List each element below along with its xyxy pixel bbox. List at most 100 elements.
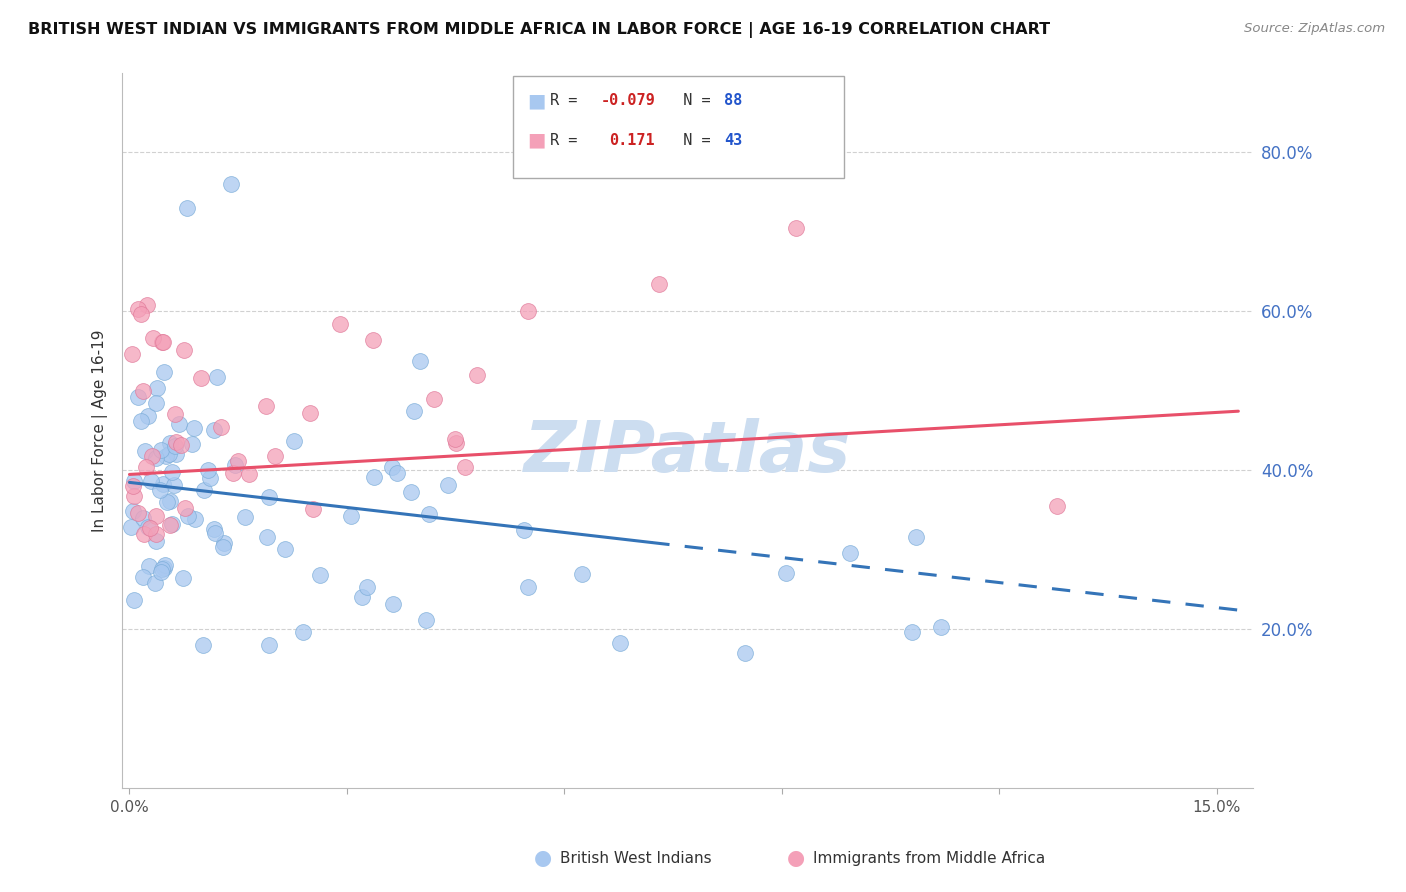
Point [257,490,280,504]
Point [184,512,207,526]
Point [165,447,187,461]
Point [901,625,924,640]
Point [159,493,181,508]
Point [145,451,167,466]
Point [163,407,186,421]
Point [127,301,149,316]
Point [467,368,489,382]
Point [423,392,446,406]
Point [222,467,245,481]
Point [382,597,405,611]
Point [212,540,235,554]
Point [150,562,173,576]
Point [418,508,440,522]
Point [404,404,426,418]
Point [132,570,155,584]
Point [204,424,226,438]
Point [219,178,242,192]
Point [209,419,232,434]
Point [839,546,862,560]
Point [165,439,187,453]
Point [149,565,172,579]
Point [138,559,160,574]
Point [134,444,156,458]
Point [224,458,246,473]
Text: 88: 88 [724,94,742,108]
Point [356,580,378,594]
Point [302,502,325,516]
Point [135,297,157,311]
Point [150,443,173,458]
Point [163,478,186,492]
Point [190,370,212,384]
Point [180,436,202,450]
Point [381,459,404,474]
Point [193,483,215,497]
Point [159,518,181,533]
Point [122,503,145,517]
Point [254,399,277,413]
Point [437,477,460,491]
Point [152,335,174,350]
Point [513,524,536,538]
Point [122,474,145,488]
Point [226,454,249,468]
Text: N =: N = [665,94,720,108]
Point [339,509,361,524]
Point [929,620,952,634]
Point [152,476,174,491]
Point [609,636,631,650]
Point [775,566,797,581]
Point [734,646,756,660]
Point [145,509,167,524]
Point [176,201,198,215]
Point [122,479,145,493]
Text: ●: ● [534,848,553,868]
Point [143,575,166,590]
Point [454,460,477,475]
Text: ■: ■ [527,91,546,111]
Point [197,463,219,477]
Point [122,489,145,503]
Point [120,520,142,534]
Point [167,417,190,431]
Point [146,381,169,395]
Point [121,347,143,361]
Point [145,396,167,410]
Point [132,527,155,541]
Point [141,449,163,463]
Point [444,433,467,447]
Point [202,522,225,536]
Point [155,449,177,463]
Point [409,354,432,368]
Point [172,571,194,585]
Text: British West Indians: British West Indians [560,851,711,865]
Point [283,434,305,448]
Point [785,221,807,235]
Point [156,495,179,509]
Text: R =: R = [550,94,586,108]
Text: Source: ZipAtlas.com: Source: ZipAtlas.com [1244,22,1385,36]
Point [141,475,163,489]
Point [150,334,173,349]
Point [352,591,374,605]
Y-axis label: In Labor Force | Age 16-19: In Labor Force | Age 16-19 [93,329,108,532]
Point [159,436,181,450]
Point [1046,500,1069,514]
Point [571,566,593,581]
Point [173,343,195,357]
Point [127,506,149,520]
Text: ZIPatlas: ZIPatlas [524,417,851,487]
Point [204,525,226,540]
Text: -0.079: -0.079 [600,94,655,108]
Point [174,501,197,516]
Point [415,613,437,627]
Point [170,438,193,452]
Point [153,558,176,572]
Point [363,470,385,484]
Point [136,519,159,533]
Point [647,277,669,291]
Point [139,521,162,535]
Point [238,467,260,481]
Point [299,406,322,420]
